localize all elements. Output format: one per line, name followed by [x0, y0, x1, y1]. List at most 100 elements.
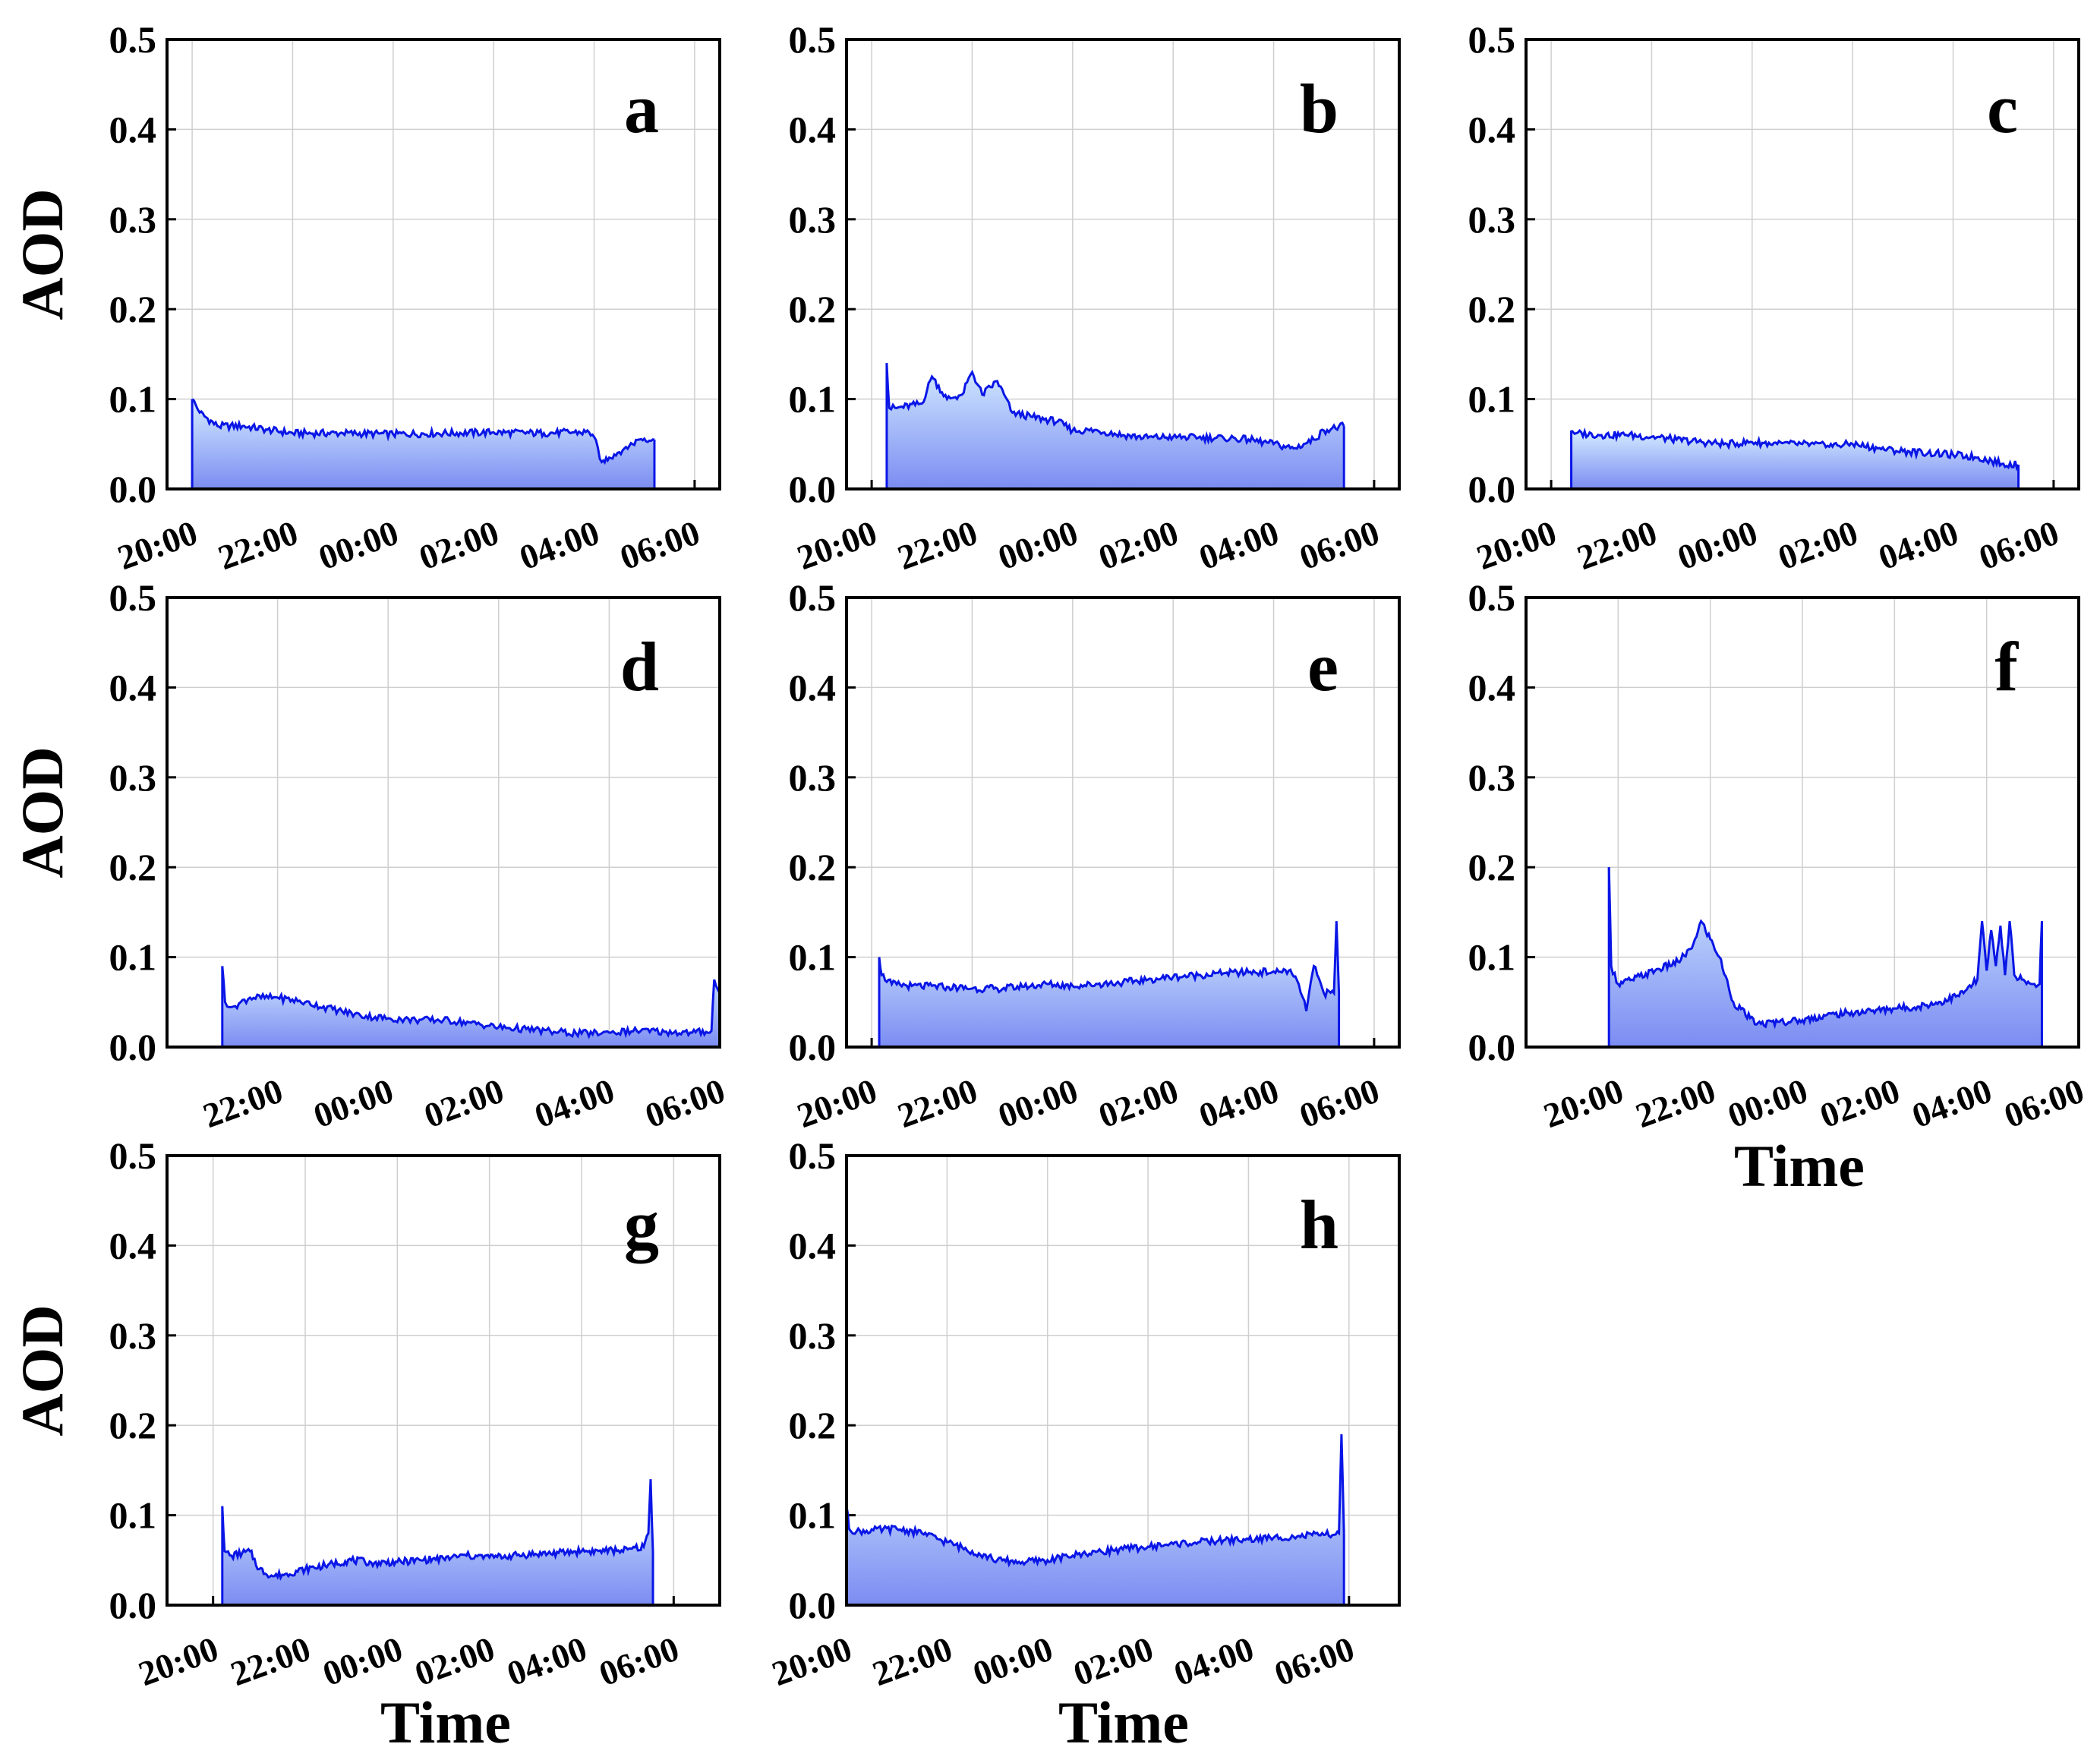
aod-series-line [878, 921, 1341, 1011]
plot-frame [845, 1154, 1401, 1607]
panel-label-f: f [1994, 628, 2019, 705]
x-tick-label: 04:00 [1169, 1629, 1259, 1693]
x-tick-label: 00:00 [993, 513, 1083, 577]
y-tick-label: 0.0 [1468, 1026, 1516, 1068]
x-tick-label: 00:00 [993, 1071, 1083, 1135]
y-tick-label: 0.1 [789, 378, 837, 421]
y-tick-label: 0.2 [1468, 846, 1516, 888]
y-tick-label: 0.2 [789, 288, 837, 330]
y-tick-label: 0.4 [109, 666, 157, 708]
aod-series-line [191, 398, 655, 465]
panel-g: 0.0 0.1 0.2 0.3 0.4 0.5 20:00 22:00 00:00 02:00 04… [109, 1134, 721, 1693]
panel-label-c: c [1987, 70, 2018, 147]
x-tick-label: 02:00 [419, 1071, 509, 1135]
x-tick-label: 20:00 [1471, 513, 1561, 577]
y-tick-label: 0.0 [1468, 468, 1516, 510]
x-tick-label: 22:00 [893, 1071, 982, 1135]
x-tick-label: 00:00 [314, 513, 403, 577]
y-tick-label: 0.4 [1468, 666, 1516, 708]
y-tick-label: 0.3 [789, 1314, 837, 1357]
panel-label-g: g [624, 1186, 659, 1263]
y-tick-label: 0.2 [109, 846, 157, 888]
x-tick-label: 22:00 [1631, 1071, 1720, 1135]
y-tick-label: 0.5 [1468, 18, 1516, 61]
x-tick-label: 22:00 [1572, 513, 1662, 577]
x-tick-label: 06:00 [594, 1629, 683, 1693]
aod-series-line [845, 1434, 1345, 1568]
y-tick-label: 0.2 [109, 288, 157, 330]
x-tick-label: 20:00 [1538, 1071, 1628, 1135]
x-tick-label: 02:00 [1068, 1629, 1158, 1693]
x-tick-label: 22:00 [225, 1629, 315, 1693]
x-tick-label: 04:00 [1907, 1071, 1997, 1135]
x-tick-label: 00:00 [1723, 1071, 1812, 1135]
y-tick-label: 0.3 [789, 756, 837, 799]
x-tick-label: 00:00 [968, 1629, 1058, 1693]
x-tick-label: 04:00 [1874, 513, 1963, 577]
x-tick-label: 04:00 [1194, 513, 1284, 577]
panel-label-b: b [1300, 70, 1339, 147]
y-tick-label: 0.3 [1468, 756, 1516, 799]
y-tick-label: 0.1 [789, 936, 837, 979]
y-tick-label: 0.1 [1468, 378, 1516, 421]
y-tick-label: 0.4 [109, 108, 157, 150]
x-tick-label: 04:00 [530, 1071, 620, 1135]
x-axis-title-panel-h: Time [1058, 1689, 1189, 1755]
y-tick-label: 0.3 [789, 198, 837, 241]
aod-area-fill [847, 1434, 1345, 1605]
panel-c: 0.0 0.1 0.2 0.3 0.4 0.5 20:00 22:00 00:00 02:00 04… [1468, 18, 2080, 577]
y-tick-label: 0.2 [789, 846, 837, 888]
x-tick-label: 06:00 [1999, 1071, 2089, 1135]
plot-frame [166, 596, 721, 1049]
y-tick-label: 0.4 [789, 666, 837, 708]
x-axis-title-panel-g: Time [380, 1689, 511, 1755]
x-tick-label: 00:00 [317, 1629, 407, 1693]
x-tick-label: 02:00 [1815, 1071, 1904, 1135]
panel-e: 0.0 0.1 0.2 0.3 0.4 0.5 20:00 22:00 00:00 02:00 04… [789, 576, 1401, 1135]
aod-series-line [885, 363, 1345, 451]
panel-f: 0.0 0.1 0.2 0.3 0.4 0.5 20:00 22:00 00:00 02:00 04… [1468, 576, 2089, 1135]
x-tick-label: 04:00 [502, 1629, 591, 1693]
panel-label-d: d [620, 628, 659, 705]
y-tick-label: 0.4 [1468, 108, 1516, 150]
y-tick-label: 0.5 [109, 18, 157, 61]
aod-series-line [1570, 427, 2020, 472]
panel-label-e: e [1307, 628, 1339, 705]
panel-label-h: h [1300, 1186, 1339, 1263]
x-tick-label: 22:00 [213, 513, 303, 577]
x-tick-label: 20:00 [792, 513, 881, 577]
y-tick-label: 0.5 [109, 576, 157, 619]
plot-frame [845, 596, 1401, 1049]
y-tick-label: 0.5 [789, 1134, 837, 1177]
y-tick-label: 0.4 [789, 108, 837, 150]
y-tick-label: 0.5 [789, 576, 837, 619]
aod-area-fill [192, 399, 655, 489]
panel-d: 0.0 0.1 0.2 0.3 0.4 0.5 22:00 00:00 02:00 04:00 06… [109, 576, 730, 1135]
y-tick-label: 0.5 [109, 1134, 157, 1177]
x-tick-label: 06:00 [1974, 513, 2064, 577]
x-tick-label: 02:00 [1093, 513, 1183, 577]
y-tick-label: 0.3 [109, 1314, 157, 1357]
x-tick-label: 22:00 [867, 1629, 957, 1693]
x-tick-label: 06:00 [1294, 513, 1384, 577]
y-tick-label: 0.0 [109, 1026, 157, 1068]
y-tick-label: 0.0 [789, 1026, 837, 1068]
aod-area-fill [1609, 867, 2042, 1047]
y-axis-title-row3: AOD [9, 1304, 75, 1436]
panel-label-a: a [624, 70, 659, 147]
panel-a: 0.0 0.1 0.2 0.3 0.4 0.5 20:00 22:00 00:00 02:00 04… [109, 18, 721, 577]
y-tick-label: 0.1 [109, 378, 157, 421]
x-tick-label: 04:00 [1194, 1071, 1284, 1135]
x-tick-label: 02:00 [410, 1629, 500, 1693]
y-tick-label: 0.0 [109, 1584, 157, 1626]
plot-frame [1525, 38, 2080, 490]
x-tick-label: 22:00 [198, 1071, 288, 1135]
y-tick-label: 0.1 [789, 1494, 837, 1537]
y-tick-label: 0.2 [1468, 288, 1516, 330]
x-tick-label: 00:00 [1673, 513, 1762, 577]
x-tick-label: 20:00 [792, 1071, 881, 1135]
y-tick-label: 0.3 [1468, 198, 1516, 241]
y-tick-label: 0.1 [109, 1494, 157, 1537]
x-tick-label: 22:00 [893, 513, 982, 577]
x-tick-label: 06:00 [1294, 1071, 1384, 1135]
